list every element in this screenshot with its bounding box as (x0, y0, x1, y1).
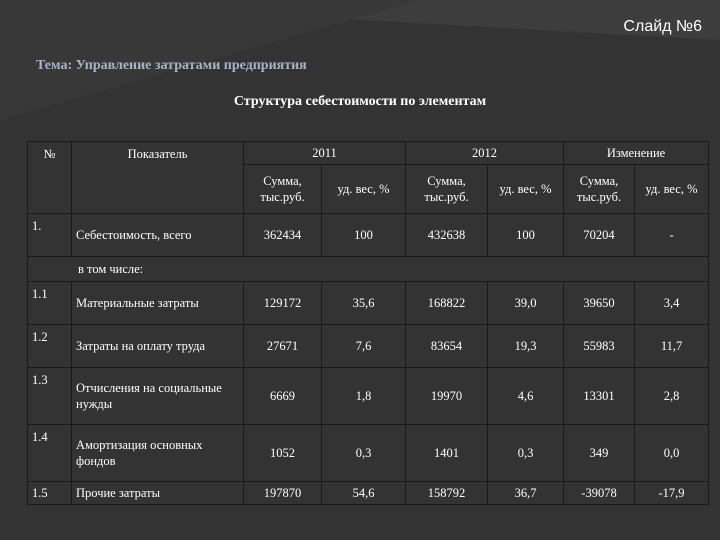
table-row: 1.3 Отчисления на социальные нужды 6669 … (27, 367, 710, 425)
header-sum-change: Сумма, тыс.руб. (563, 164, 636, 214)
row-name: Прочие затраты (71, 481, 244, 505)
header-sum-2011: Сумма, тыс.руб. (243, 164, 322, 214)
cell-share-2012: 0,3 (487, 424, 565, 482)
cell-share-change: 0,0 (634, 424, 710, 482)
cell-share-change: - (634, 213, 710, 257)
cell-sum-2011: 27671 (243, 324, 322, 368)
cell-share-change: 2,8 (634, 367, 710, 425)
cell-share-2011: 54,6 (320, 481, 407, 505)
cell-sum-2011: 1052 (243, 424, 322, 482)
header-share-2011: уд. вес, % (320, 164, 407, 214)
cell-share-2012: 19,3 (487, 324, 565, 368)
cell-share-2011: 35,6 (320, 281, 407, 325)
header-sum-2012: Сумма, тыс.руб. (405, 164, 489, 214)
cell-share-2012: 36,7 (487, 481, 565, 505)
cell-sum-2011: 129172 (243, 281, 322, 325)
row-name: Амортизация основных фондов (71, 424, 244, 482)
table-row: 1.4 Амортизация основных фондов 1052 0,3… (27, 424, 710, 482)
cell-sum-2012: 432638 (405, 213, 489, 257)
row-num: 1.5 (27, 481, 72, 505)
row-name: Затраты на оплату труда (71, 324, 244, 368)
cell-sum-2011: 197870 (243, 481, 322, 505)
cell-share-2011: 7,6 (320, 324, 407, 368)
cell-sum-change: 70204 (563, 213, 636, 257)
cell-share-2011: 100 (320, 213, 407, 257)
slide-number: Слайд №6 (623, 18, 702, 35)
cell-share-change: -17,9 (634, 481, 710, 505)
row-num: 1.3 (27, 367, 72, 425)
row-num: 1.2 (27, 324, 72, 368)
cell-sum-change: 55983 (563, 324, 636, 368)
cell-share-2011: 0,3 (320, 424, 407, 482)
row-name: Отчисления на социальные нужды (71, 367, 244, 425)
cell-share-2012: 100 (487, 213, 565, 257)
header-change: Изменение (563, 141, 710, 165)
cell-sum-2012: 158792 (405, 481, 489, 505)
cell-sum-2012: 168822 (405, 281, 489, 325)
cell-share-change: 3,4 (634, 281, 710, 325)
table-row: 1. Себестоимость, всего 362434 100 43263… (27, 213, 710, 257)
row-num: 1. (27, 213, 72, 257)
cell-share-2011: 1,8 (320, 367, 407, 425)
cell-sum-2012: 1401 (405, 424, 489, 482)
header-indicator: Показатель (71, 141, 244, 214)
header-2012: 2012 (405, 141, 565, 165)
subheader-row: в том числе: (26, 256, 710, 282)
row-name: Себестоимость, всего (71, 213, 244, 257)
table-row: 1.5 Прочие затраты 197870 54,6 158792 36… (27, 481, 710, 505)
cell-sum-2011: 6669 (243, 367, 322, 425)
header-row-years: № Показатель 2011 2012 Изменение (27, 141, 710, 214)
subheader-text: в том числе: (26, 256, 710, 282)
cell-sum-change: 39650 (563, 281, 636, 325)
header-share-2012: уд. вес, % (487, 164, 565, 214)
table-row: 1.2 Затраты на оплату труда 27671 7,6 83… (27, 324, 710, 368)
header-share-change: уд. вес, % (634, 164, 710, 214)
cell-sum-2012: 19970 (405, 367, 489, 425)
row-num: 1.4 (27, 424, 72, 482)
table-title: Структура себестоимости по элементам (233, 94, 487, 109)
cost-structure-table: № Показатель 2011 2012 Изменение Сумма, … (26, 141, 710, 505)
header-num: № (27, 141, 72, 214)
cell-share-change: 11,7 (634, 324, 710, 368)
cell-sum-2012: 83654 (405, 324, 489, 368)
cell-sum-2011: 362434 (243, 213, 322, 257)
row-num: 1.1 (27, 281, 72, 325)
cell-sum-change: -39078 (563, 481, 636, 505)
table-row: 1.1 Материальные затраты 129172 35,6 168… (27, 281, 710, 325)
cell-share-2012: 4,6 (487, 367, 565, 425)
cell-sum-change: 349 (563, 424, 636, 482)
cell-share-2012: 39,0 (487, 281, 565, 325)
topic-title: Тема: Управление затратами предприятия (36, 58, 307, 73)
row-name: Материальные затраты (71, 281, 244, 325)
header-2011: 2011 (242, 141, 407, 165)
cell-sum-change: 13301 (563, 367, 636, 425)
